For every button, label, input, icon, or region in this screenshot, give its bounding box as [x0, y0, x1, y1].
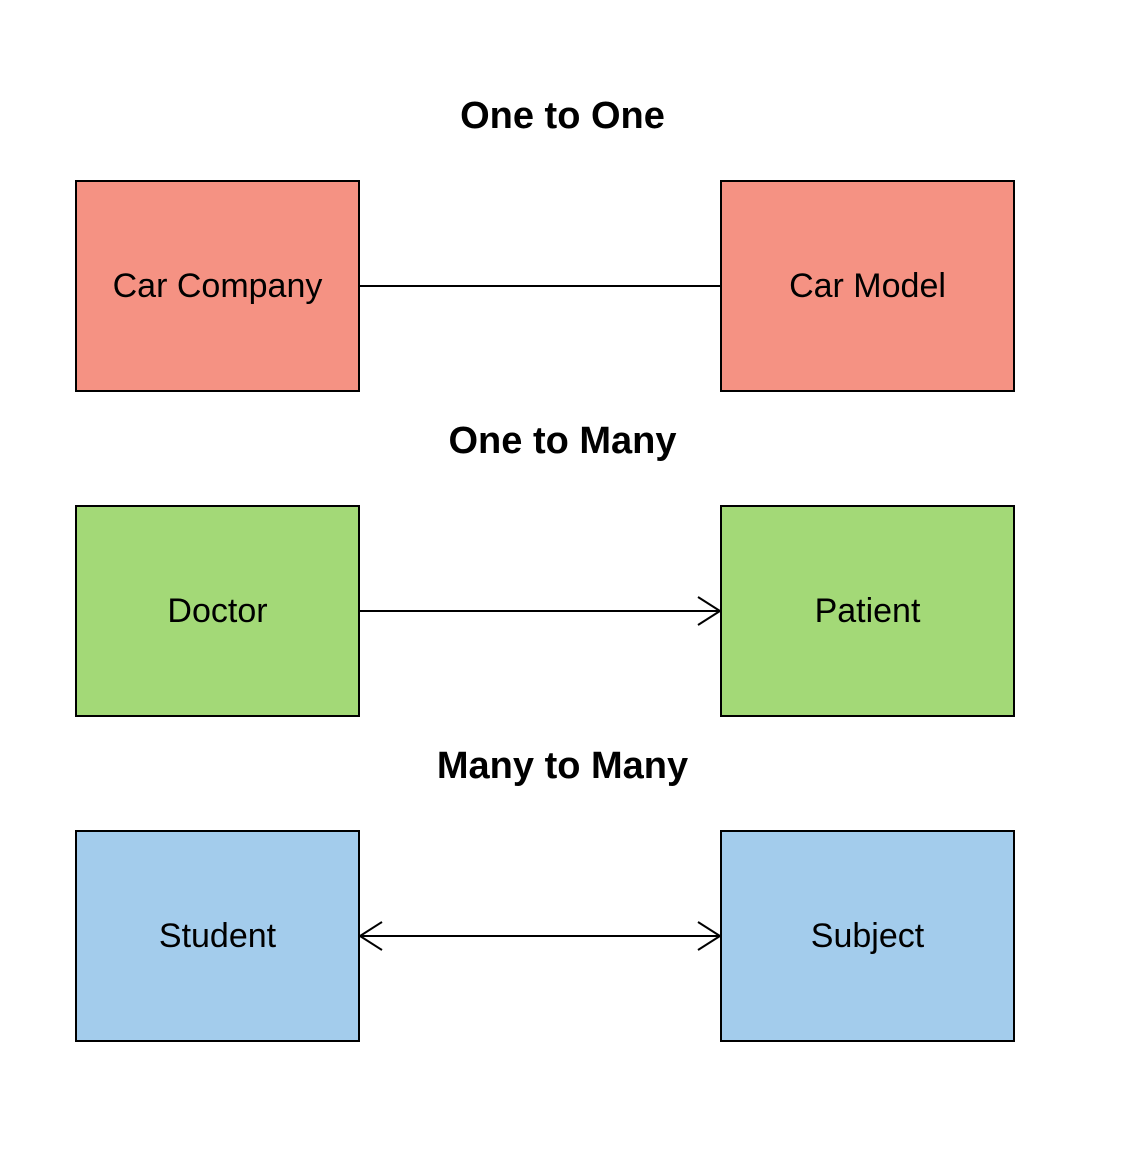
section-title-one-to-many: One to Many	[0, 420, 1125, 463]
crowfoot-right-icon	[698, 597, 720, 625]
box-car-company: Car Company	[75, 180, 360, 392]
section-title-many-to-many: Many to Many	[0, 745, 1125, 788]
box-label: Doctor	[167, 592, 267, 631]
box-label: Car Model	[789, 267, 946, 306]
section-title-one-to-one: One to One	[0, 95, 1125, 138]
box-doctor: Doctor	[75, 505, 360, 717]
crowfoot-left-icon	[360, 922, 382, 950]
crowfoot-right-icon	[698, 922, 720, 950]
box-label: Patient	[815, 592, 921, 631]
box-label: Student	[159, 917, 276, 956]
box-subject: Subject	[720, 830, 1015, 1042]
box-label: Car Company	[113, 267, 323, 306]
box-patient: Patient	[720, 505, 1015, 717]
box-label: Subject	[811, 917, 924, 956]
box-student: Student	[75, 830, 360, 1042]
box-car-model: Car Model	[720, 180, 1015, 392]
